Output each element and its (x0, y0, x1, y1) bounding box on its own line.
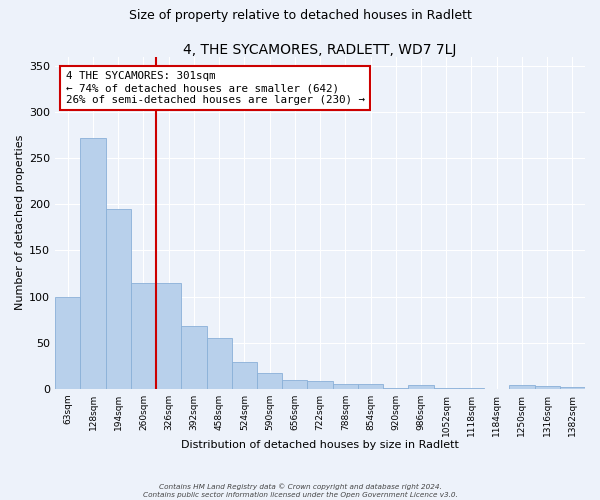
Bar (409, 385, 434, 389)
Bar (535, 386, 560, 389)
Bar (332, 384, 358, 389)
Bar (80, 138, 106, 389)
Text: Size of property relative to detached houses in Radlett: Size of property relative to detached ho… (128, 10, 472, 22)
Bar (383, 388, 409, 389)
Bar (156, 282, 181, 389)
Bar (459, 388, 484, 389)
Bar (55, 296, 80, 389)
Bar (560, 387, 585, 389)
Bar (181, 326, 206, 389)
Bar (106, 209, 131, 389)
Bar (307, 382, 332, 389)
Bar (232, 362, 257, 389)
X-axis label: Distribution of detached houses by size in Radlett: Distribution of detached houses by size … (181, 440, 459, 450)
Text: Contains HM Land Registry data © Crown copyright and database right 2024.
Contai: Contains HM Land Registry data © Crown c… (143, 484, 457, 498)
Bar (282, 380, 307, 389)
Bar (257, 373, 282, 389)
Y-axis label: Number of detached properties: Number of detached properties (15, 135, 25, 310)
Bar (434, 388, 459, 389)
Bar (509, 385, 535, 389)
Bar (358, 384, 383, 389)
Bar (131, 282, 156, 389)
Title: 4, THE SYCAMORES, RADLETT, WD7 7LJ: 4, THE SYCAMORES, RADLETT, WD7 7LJ (184, 42, 457, 56)
Text: 4 THE SYCAMORES: 301sqm
← 74% of detached houses are smaller (642)
26% of semi-d: 4 THE SYCAMORES: 301sqm ← 74% of detache… (66, 72, 365, 104)
Bar (206, 338, 232, 389)
